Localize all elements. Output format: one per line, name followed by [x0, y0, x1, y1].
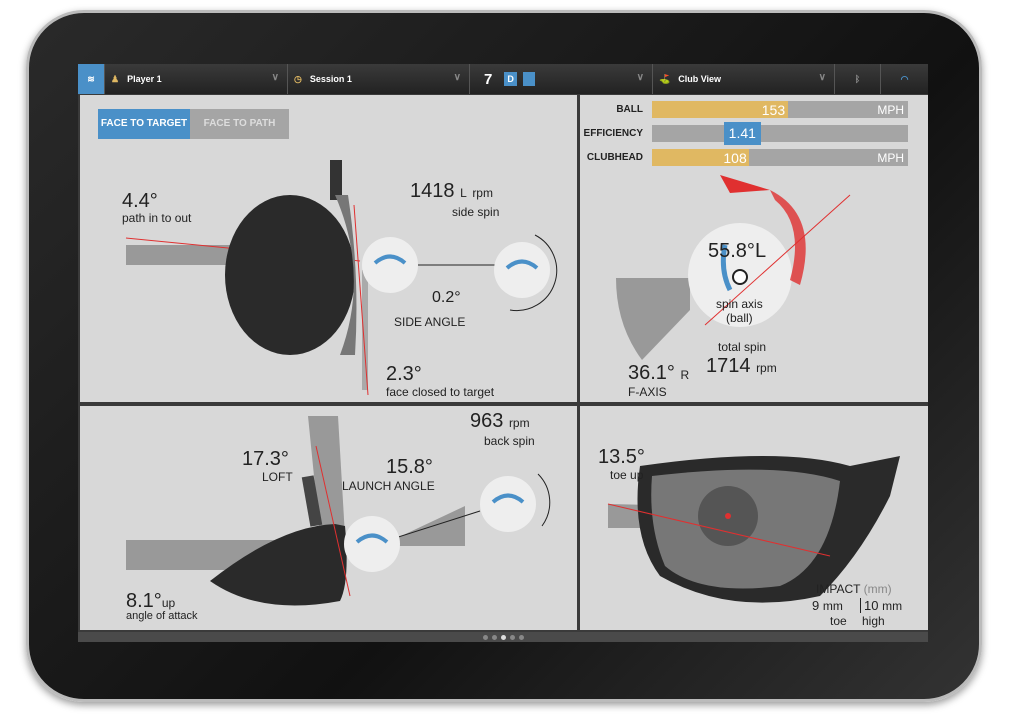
speed-unit: MPH	[877, 103, 904, 117]
side-angle-label: SIDE ANGLE	[394, 315, 466, 329]
side-spin-unit: rpm	[472, 186, 493, 200]
spin-axis-value: 55.8°	[708, 240, 755, 262]
total-spin-unit: rpm	[756, 361, 777, 375]
speed-bar-fill	[652, 101, 788, 118]
impact-unit: (mm)	[863, 582, 892, 596]
impact-diagram	[607, 456, 900, 603]
speed-label: CLUBHEAD	[586, 152, 643, 163]
attack-angle-label: angle of attack	[126, 610, 198, 622]
bluetooth-icon[interactable]: ᛒ	[835, 64, 881, 94]
page-dot[interactable]	[518, 634, 524, 640]
toe-angle-value: 13.5°	[598, 446, 645, 468]
top-bar: ≋ ♟ Player 1 ∨ ◷ Session 1 ∨ 7 D ∨ ⛳ Club View ∨…	[78, 64, 928, 94]
impact-high-unit: mm	[882, 599, 903, 613]
spin-axis-label: spin axis (ball)	[716, 297, 763, 325]
f-axis-dir: R	[680, 368, 690, 382]
session-label: Session 1	[309, 74, 352, 84]
club-badge: D	[504, 72, 517, 86]
face-diagram	[125, 160, 558, 396]
tab-face-to-path[interactable]: FACE TO PATH	[190, 109, 289, 139]
speed-unit: MPH	[877, 151, 904, 165]
back-spin-value: 963	[470, 410, 504, 432]
total-spin-label: total spin	[718, 340, 767, 354]
chevron-down-icon: ∨	[271, 72, 279, 83]
face-angle-value: 2.3°	[386, 363, 422, 385]
spin-axis-dir: L	[754, 240, 767, 262]
attack-angle-dir: up	[161, 596, 176, 610]
face-view-panel: FACE TO TARGET FACE TO PATH 4.4° path in…	[80, 95, 577, 402]
efficiency-value: 1.41	[723, 122, 761, 145]
chevron-down-icon: ∨	[453, 72, 461, 83]
f-axis-value: 36.1°	[628, 362, 675, 384]
speed-value: 108	[723, 150, 747, 166]
speed-label: BALL	[616, 104, 643, 115]
player-label: Player 1	[127, 74, 162, 84]
speed-bar: 153 MPH	[652, 101, 908, 118]
speed-bar-fill	[652, 149, 750, 166]
player-icon: ♟	[111, 73, 120, 84]
back-spin-unit: rpm	[508, 416, 530, 430]
player-select[interactable]: ♟ Player 1 ∨	[105, 64, 288, 94]
view-select[interactable]: ⛳ Club View ∨	[653, 64, 835, 94]
launch-angle-label: LAUNCH ANGLE	[342, 479, 435, 493]
wifi-icon[interactable]: ◠	[900, 73, 909, 84]
page-indicator[interactable]	[78, 632, 928, 642]
speed-value: 153	[761, 102, 786, 118]
impact-toe-label: toe	[830, 614, 847, 628]
app-screen: ≋ ♟ Player 1 ∨ ◷ Session 1 ∨ 7 D ∨ ⛳ Club View ∨…	[78, 64, 928, 642]
impact-toe-value: 9	[812, 598, 820, 613]
side-angle-value: 0.2°	[432, 289, 461, 306]
page-dot[interactable]	[500, 634, 506, 640]
attack-angle-value: 8.1°	[126, 590, 162, 612]
side-spin-dir: L	[460, 186, 467, 200]
loft-label: LOFT	[262, 470, 293, 484]
club-icon: ⛳	[659, 73, 671, 84]
face-angle-label: face closed to target	[386, 385, 495, 399]
side-spin-value: 1418	[410, 180, 455, 202]
view-label: Club View	[678, 74, 722, 84]
session-select[interactable]: ◷ Session 1 ∨	[288, 64, 470, 94]
spin-axis-label-2: (ball)	[726, 311, 753, 325]
launch-view-panel: 963 rpm back spin 17.3° LOFT 15.8° LAUNC…	[80, 406, 577, 630]
clock-icon: ◷	[294, 73, 302, 84]
page-dot[interactable]	[482, 634, 488, 640]
page-dot[interactable]	[491, 634, 497, 640]
chevron-down-icon: ∨	[636, 72, 644, 83]
spin-view-panel: BALL 153 MPH EFFICIENCY 1.41 CLUBHEAD 10…	[580, 95, 928, 402]
speed-bar: 1.41	[652, 122, 908, 145]
launch-diagram	[126, 416, 551, 606]
side-spin-label: side spin	[452, 205, 500, 219]
path-value: 4.4°	[122, 190, 158, 212]
club-number: 7	[484, 70, 493, 88]
speed-bar: 108 MPH	[652, 149, 908, 166]
chevron-down-icon: ∨	[818, 72, 826, 83]
toe-angle-label: toe up	[610, 468, 644, 482]
total-spin-value: 1714	[706, 355, 751, 377]
spin-axis-label-1: spin axis	[716, 297, 763, 311]
impact-high-value: 10	[864, 598, 879, 613]
impact-label: IMPACT	[816, 582, 861, 596]
launch-angle-value: 15.8°	[386, 456, 433, 478]
loft-value: 17.3°	[242, 448, 289, 470]
impact-high-label: high	[862, 614, 885, 628]
club-select[interactable]: 7 D ∨	[470, 64, 653, 94]
club-color-swatch	[522, 72, 535, 86]
path-label: path in to out	[122, 211, 192, 225]
page-dot[interactable]	[509, 634, 515, 640]
face-tabs: FACE TO TARGET FACE TO PATH	[98, 109, 289, 139]
tab-face-to-target[interactable]: FACE TO TARGET	[98, 109, 190, 139]
impact-view-panel: 13.5° toe up IMPACT (mm) 9 mm toe 10 mm …	[580, 406, 928, 630]
back-spin-label: back spin	[484, 434, 535, 448]
speed-label: EFFICIENCY	[583, 128, 643, 139]
spin-diagram	[616, 175, 851, 360]
app-logo-icon[interactable]: ≋	[78, 64, 105, 94]
impact-toe-unit: mm	[822, 599, 843, 613]
f-axis-label: F-AXIS	[628, 385, 667, 399]
